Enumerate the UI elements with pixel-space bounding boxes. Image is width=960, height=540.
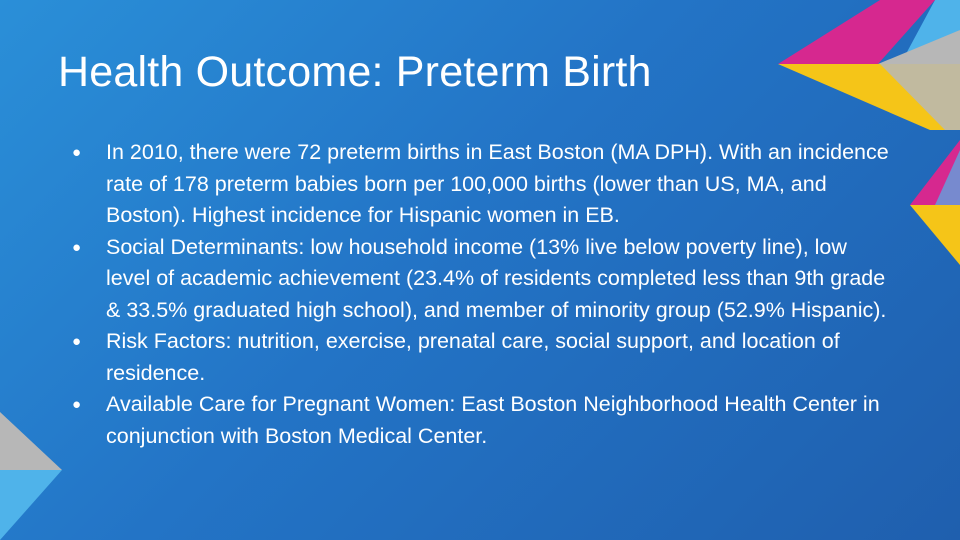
bullet-text: Social Determinants: low household incom… [106, 234, 887, 322]
bullet-text: Available Care for Pregnant Women: East … [106, 392, 880, 448]
deco-light-blue-bottom [0, 470, 62, 540]
bullet-icon: ● [72, 144, 82, 161]
slide-title: Health Outcome: Preterm Birth [58, 48, 652, 96]
bullet-text: Risk Factors: nutrition, exercise, prena… [106, 329, 840, 385]
bullet-list: ● In 2010, there were 72 preterm births … [72, 137, 892, 452]
deco-gray-top [878, 30, 960, 64]
bullet-icon: ● [72, 396, 82, 413]
bullet-item: ● Social Determinants: low household inc… [72, 232, 892, 327]
bullet-item: ● Risk Factors: nutrition, exercise, pre… [72, 326, 892, 389]
bullet-icon: ● [72, 333, 82, 350]
bullet-icon: ● [72, 238, 82, 256]
deco-yellow-mid [910, 205, 960, 265]
bullet-text: In 2010, there were 72 preterm births in… [106, 140, 889, 227]
bullet-item: ● In 2010, there were 72 preterm births … [72, 137, 892, 232]
bullet-item: ● Available Care for Pregnant Women: Eas… [72, 389, 892, 452]
deco-gray-bottom [0, 412, 62, 470]
deco-light-blue-mid [935, 150, 960, 205]
deco-magenta-top [778, 0, 935, 64]
deco-gray-top-2 [880, 64, 960, 130]
